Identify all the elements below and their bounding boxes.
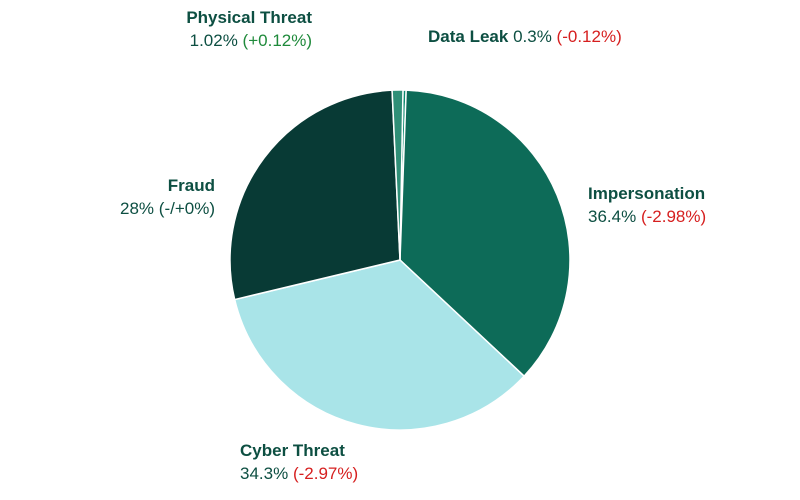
pie-svg (0, 0, 800, 500)
label-value: 34.3% (240, 464, 288, 483)
label-delta: (-2.97%) (293, 464, 358, 483)
label-name: Cyber Threat (240, 441, 345, 460)
label-name: Data Leak (428, 27, 508, 46)
pie-chart: Data Leak 0.3% (-0.12%) Impersonation 36.4… (0, 0, 800, 500)
label-delta: (-2.98%) (641, 207, 706, 226)
label-value: 36.4% (588, 207, 636, 226)
label-value: 1.02% (190, 31, 238, 50)
label-value: 28% (120, 199, 154, 218)
label-data-leak: Data Leak 0.3% (-0.12%) (428, 26, 622, 49)
label-value: 0.3% (513, 27, 552, 46)
label-physical-threat: Physical Threat 1.02% (+0.12%) (186, 7, 312, 53)
label-name: Fraud (168, 176, 215, 195)
label-delta: (+0.12%) (243, 31, 312, 50)
label-name: Physical Threat (186, 8, 312, 27)
label-cyber-threat: Cyber Threat 34.3% (-2.97%) (240, 440, 358, 486)
label-fraud: Fraud 28% (-/+0%) (120, 175, 215, 221)
label-delta: (-0.12%) (557, 27, 622, 46)
label-delta: (-/+0%) (159, 199, 215, 218)
label-impersonation: Impersonation 36.4% (-2.98%) (588, 183, 706, 229)
label-name: Impersonation (588, 184, 705, 203)
